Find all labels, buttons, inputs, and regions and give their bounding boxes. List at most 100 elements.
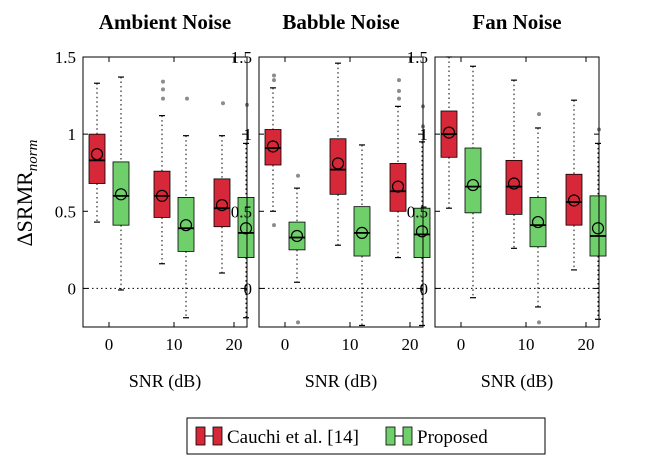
outlier-point xyxy=(272,78,276,83)
plot-frame xyxy=(434,56,600,328)
mean-marker xyxy=(355,226,369,239)
panel-3: Fan Noise 0 0.5 1 1.5 0 10 20 SNR (dB) xyxy=(407,10,607,392)
outlier-point xyxy=(537,112,541,117)
box-proposed-10 xyxy=(529,112,547,325)
box-body xyxy=(353,206,371,257)
mean-marker xyxy=(442,126,456,139)
outlier-point xyxy=(296,173,300,178)
outlier-point xyxy=(161,96,165,101)
x-tick-label: 10 xyxy=(342,335,359,354)
outlier-point xyxy=(296,320,300,325)
outlier-point xyxy=(397,88,401,93)
box-cauchi-20 xyxy=(565,99,583,271)
legend-label: Cauchi et al. [14] xyxy=(227,427,359,448)
box-cauchi-0 xyxy=(440,56,458,209)
box-cauchi-10 xyxy=(505,79,523,249)
y-tick-label: 1 xyxy=(420,125,429,144)
panel-1: Ambient Noise 0 0.5 1 1.5 0 10 20 SNR (dB) xyxy=(55,10,255,392)
legend-swatch xyxy=(385,426,396,446)
box-body xyxy=(177,196,195,252)
box-body xyxy=(329,138,347,195)
mean-marker xyxy=(266,140,280,153)
outlier-point xyxy=(537,320,541,325)
panel-title: Babble Noise xyxy=(282,10,399,34)
x-tick-label: 0 xyxy=(457,335,466,354)
outlier-point xyxy=(272,223,276,228)
box-proposed-10 xyxy=(353,144,371,327)
outlier-point xyxy=(272,73,276,78)
box-body xyxy=(589,195,607,257)
mean-marker xyxy=(591,222,605,235)
mean-marker xyxy=(466,178,480,192)
mean-marker xyxy=(531,215,545,229)
x-axis-label: SNR (dB) xyxy=(129,371,202,392)
panel-title: Ambient Noise xyxy=(99,10,231,34)
mean-marker xyxy=(567,194,581,207)
mean-marker xyxy=(391,180,405,193)
outlier-point xyxy=(161,87,165,92)
mean-marker xyxy=(239,222,253,235)
box-cauchi-20 xyxy=(389,78,407,259)
y-tick-label: 1.5 xyxy=(231,48,252,67)
box-proposed-0 xyxy=(464,65,482,299)
legend-swatch xyxy=(212,426,223,446)
x-tick-label: 10 xyxy=(166,335,183,354)
box-cauchi-10 xyxy=(153,79,171,265)
panel-2: Babble Noise 0 0.5 1 1.5 0 10 20 SNR (dB) xyxy=(231,10,431,392)
legend-frame xyxy=(186,417,546,455)
box-body xyxy=(288,221,306,251)
plot-frame xyxy=(258,56,424,328)
box-body xyxy=(413,207,431,258)
mean-marker xyxy=(155,189,169,202)
box-body xyxy=(389,163,407,212)
box-proposed-0 xyxy=(112,76,130,291)
outlier-point xyxy=(397,96,401,101)
y-axis-label: ΔSRMRnorm xyxy=(12,139,41,246)
box-body xyxy=(153,170,171,218)
y-tick-label: 0.5 xyxy=(407,202,428,221)
box-cauchi-10 xyxy=(329,62,347,246)
box-proposed-20 xyxy=(589,127,607,320)
box-body xyxy=(213,178,231,228)
mean-marker xyxy=(90,148,104,161)
mean-marker xyxy=(507,177,521,190)
outlier-point xyxy=(185,96,189,101)
y-tick-label: 1 xyxy=(68,125,77,144)
x-axis-label: SNR (dB) xyxy=(481,371,554,392)
legend: Cauchi et al. [14] Proposed xyxy=(186,417,546,455)
mean-marker xyxy=(215,199,229,212)
box-proposed-10 xyxy=(177,96,195,319)
panel-title: Fan Noise xyxy=(472,10,561,34)
box-cauchi-0 xyxy=(264,73,282,228)
x-axis-label: SNR (dB) xyxy=(305,371,378,392)
x-tick-label: 20 xyxy=(226,335,243,354)
x-tick-label: 20 xyxy=(402,335,419,354)
x-tick-label: 0 xyxy=(281,335,290,354)
y-tick-label: 0.5 xyxy=(55,202,76,221)
mean-marker xyxy=(179,219,193,232)
y-tick-label: 0 xyxy=(244,279,253,298)
outlier-point xyxy=(221,101,225,106)
mean-marker xyxy=(415,225,429,238)
x-tick-label: 10 xyxy=(518,335,535,354)
box-body xyxy=(565,173,583,226)
x-tick-label: 20 xyxy=(578,335,595,354)
x-tick-label: 0 xyxy=(105,335,114,354)
box-cauchi-20 xyxy=(213,101,231,274)
mean-marker xyxy=(114,188,128,201)
box-cauchi-0 xyxy=(88,82,106,223)
mean-marker xyxy=(331,157,345,170)
y-tick-label: 0 xyxy=(68,279,77,298)
outlier-point xyxy=(397,78,401,83)
outlier-point xyxy=(161,79,165,84)
box-proposed-0 xyxy=(288,173,306,325)
box-body xyxy=(88,133,106,184)
y-tick-label: 0.5 xyxy=(231,202,252,221)
legend-swatch xyxy=(195,426,206,446)
y-tick-label: 0 xyxy=(420,279,429,298)
box-body xyxy=(112,161,130,226)
legend-swatch xyxy=(402,426,413,446)
box-body xyxy=(529,196,547,248)
plot-frame xyxy=(82,56,248,328)
